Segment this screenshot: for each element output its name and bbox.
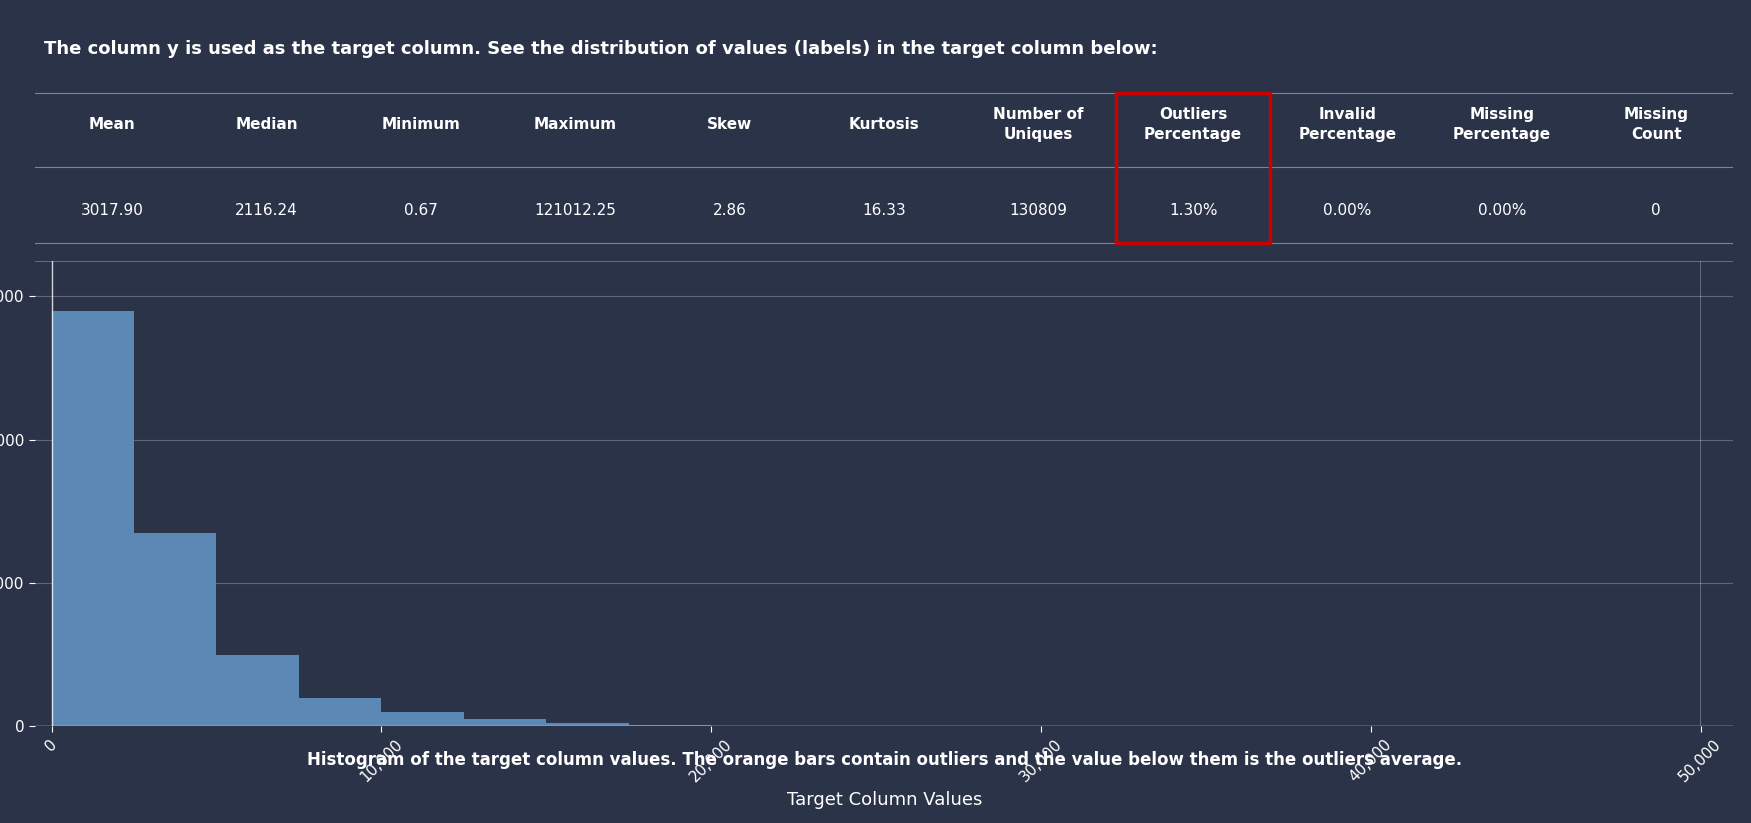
Text: Mean: Mean (89, 117, 135, 132)
Text: Number of
Uniques: Number of Uniques (993, 107, 1084, 142)
Bar (629, 725, 711, 727)
Text: Minimum: Minimum (382, 117, 461, 132)
Text: 0.00%: 0.00% (1324, 203, 1371, 218)
Text: 1.30%: 1.30% (1170, 203, 1217, 218)
Text: Skew: Skew (707, 117, 753, 132)
Text: 130809: 130809 (1010, 203, 1068, 218)
Bar (217, 655, 299, 727)
Bar (51, 311, 135, 727)
Text: Missing
Count: Missing Count (1623, 107, 1688, 142)
Text: Kurtosis: Kurtosis (849, 117, 919, 132)
Bar (546, 723, 629, 727)
Text: The column y is used as the target column. See the distribution of values (label: The column y is used as the target colum… (44, 40, 1157, 58)
Text: Invalid
Percentage: Invalid Percentage (1299, 107, 1397, 142)
X-axis label: Target Column Values: Target Column Values (786, 791, 982, 809)
Bar (382, 712, 464, 727)
Bar (464, 719, 546, 727)
Text: 0.00%: 0.00% (1478, 203, 1527, 218)
Text: 2116.24: 2116.24 (235, 203, 298, 218)
Text: Missing
Percentage: Missing Percentage (1453, 107, 1551, 142)
Text: 2.86: 2.86 (713, 203, 746, 218)
Text: Outliers
Percentage: Outliers Percentage (1143, 107, 1241, 142)
Text: Median: Median (235, 117, 298, 132)
Text: 3017.90: 3017.90 (81, 203, 144, 218)
Text: 121012.25: 121012.25 (534, 203, 616, 218)
Text: Histogram of the target column values. The orange bars contain outliers and the : Histogram of the target column values. T… (306, 751, 1462, 770)
Bar (299, 698, 382, 727)
Text: Maximum: Maximum (534, 117, 616, 132)
Text: 16.33: 16.33 (863, 203, 905, 218)
Bar (135, 533, 217, 727)
Text: 0.67: 0.67 (404, 203, 438, 218)
Text: 0: 0 (1651, 203, 1662, 218)
